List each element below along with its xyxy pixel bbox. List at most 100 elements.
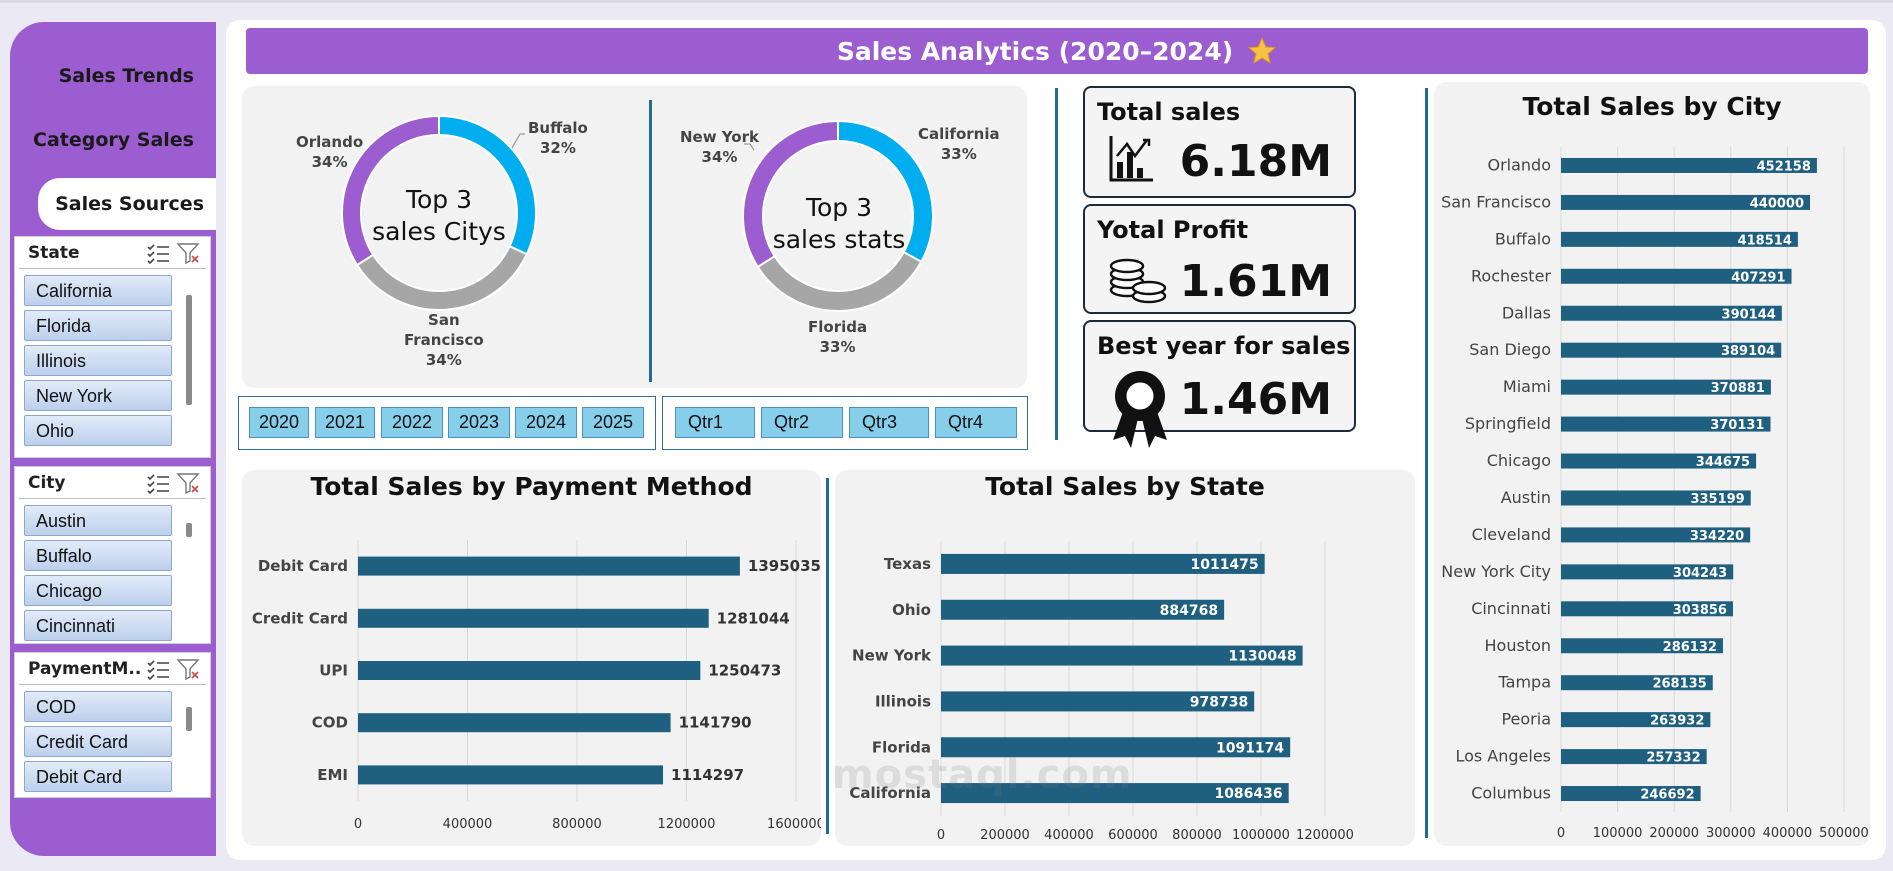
- slicer-item[interactable]: Chicago: [24, 575, 172, 606]
- clear-filter-icon[interactable]: [176, 658, 200, 680]
- slicer-item[interactable]: California: [24, 275, 172, 306]
- kpi-value: 1.61M: [1179, 256, 1332, 307]
- year-button-2023[interactable]: 2023: [448, 407, 510, 438]
- slicer-scrollbar[interactable]: [186, 701, 192, 791]
- x-tick-label: 500000: [1819, 826, 1869, 841]
- slicer-item[interactable]: Credit Card: [24, 726, 172, 757]
- state-slicer: State California Florida Illinois New Yo…: [14, 236, 211, 458]
- slicer-item[interactable]: Debit Card: [24, 761, 172, 792]
- x-tick-label: 0: [937, 828, 945, 843]
- data-label: 246692: [1640, 788, 1694, 803]
- bar[interactable]: [358, 556, 740, 576]
- leader-line: [749, 143, 755, 151]
- kpi-value: 6.18M: [1179, 136, 1332, 187]
- scroll-thumb[interactable]: [186, 295, 192, 405]
- bar[interactable]: [1561, 305, 1782, 321]
- bar[interactable]: [941, 737, 1291, 758]
- quarter-button-4[interactable]: Qtr4: [935, 407, 1017, 438]
- slicer-item[interactable]: Illinois: [24, 345, 172, 376]
- bar[interactable]: [1561, 601, 1733, 617]
- slicer-title: State: [28, 242, 80, 263]
- bar[interactable]: [941, 645, 1303, 666]
- data-label: 334220: [1690, 529, 1744, 544]
- slicer-item[interactable]: Ohio: [24, 415, 172, 446]
- kpi-total-profit: Yotal Profit 1.61M: [1083, 204, 1356, 314]
- nav-sales-trends[interactable]: Sales Trends: [58, 65, 194, 87]
- donut-slice[interactable]: [756, 250, 923, 312]
- bar[interactable]: [1561, 527, 1751, 543]
- bar[interactable]: [1561, 564, 1734, 580]
- x-tick-label: 400000: [443, 817, 493, 832]
- nav-sales-sources[interactable]: Sales Sources: [38, 178, 216, 230]
- bar[interactable]: [941, 691, 1255, 712]
- award-ribbon-icon: [1113, 371, 1167, 448]
- year-button-2022[interactable]: 2022: [381, 407, 443, 438]
- slicer-item[interactable]: New York: [24, 380, 172, 411]
- multi-select-icon[interactable]: [146, 242, 170, 264]
- bar[interactable]: [941, 783, 1289, 804]
- bar[interactable]: [1561, 712, 1711, 728]
- data-label: 263932: [1650, 714, 1704, 729]
- category-label: Credit Card: [252, 609, 348, 627]
- year-button-2025[interactable]: 2025: [582, 407, 644, 438]
- donut-slice[interactable]: [355, 244, 529, 311]
- bar[interactable]: [941, 553, 1265, 574]
- divider: [1425, 88, 1428, 838]
- scroll-thumb[interactable]: [186, 523, 192, 537]
- slicer-item[interactable]: Cincinnati: [24, 610, 172, 641]
- quarter-button-3[interactable]: Qtr3: [849, 407, 929, 438]
- x-tick-label: 1000000: [1232, 828, 1290, 843]
- bar[interactable]: [1561, 268, 1792, 284]
- category-label: Houston: [1485, 636, 1552, 655]
- bar[interactable]: [1561, 416, 1771, 432]
- clear-filter-icon[interactable]: [176, 472, 200, 494]
- bar[interactable]: [1561, 157, 1817, 173]
- slicer-item[interactable]: COD: [24, 691, 172, 722]
- data-label: 978738: [1190, 694, 1248, 710]
- donut-slice[interactable]: [742, 119, 840, 269]
- bar[interactable]: [358, 608, 709, 628]
- x-tick-label: 0: [354, 817, 362, 832]
- bar[interactable]: [1561, 749, 1707, 765]
- quarter-button-2[interactable]: Qtr2: [761, 407, 843, 438]
- quarter-button-1[interactable]: Qtr1: [675, 407, 755, 438]
- slicer-scrollbar[interactable]: [186, 295, 192, 425]
- data-label: 286132: [1663, 640, 1717, 655]
- data-label: 452158: [1757, 159, 1811, 174]
- donut-top-cities: [341, 114, 537, 311]
- bar[interactable]: [1561, 490, 1751, 506]
- bar[interactable]: [358, 765, 664, 785]
- x-tick-label: 400000: [1763, 826, 1813, 841]
- bar[interactable]: [1561, 379, 1771, 395]
- bar[interactable]: [358, 713, 671, 733]
- donut-slice[interactable]: [341, 114, 441, 267]
- bar[interactable]: [1561, 231, 1798, 247]
- year-button-2021[interactable]: 2021: [315, 407, 375, 438]
- bar[interactable]: [941, 599, 1225, 620]
- bar[interactable]: [358, 661, 701, 680]
- year-button-2020[interactable]: 2020: [249, 407, 309, 438]
- bar[interactable]: [1561, 453, 1757, 469]
- bar[interactable]: [1561, 194, 1811, 210]
- year-button-2024[interactable]: 2024: [515, 407, 577, 438]
- multi-select-icon[interactable]: [146, 472, 170, 494]
- data-label: 1011475: [1190, 557, 1258, 573]
- nav-category-sales[interactable]: Category Sales: [33, 129, 194, 151]
- slicer-scrollbar[interactable]: [186, 519, 192, 629]
- bar[interactable]: [1561, 786, 1701, 802]
- slicer-item[interactable]: Florida: [24, 310, 172, 341]
- category-label: Rochester: [1471, 266, 1551, 285]
- slicer-item[interactable]: Buffalo: [24, 540, 172, 571]
- kpi-title: Yotal Profit: [1097, 216, 1249, 244]
- data-label: 268135: [1652, 677, 1706, 692]
- bar[interactable]: [1561, 675, 1713, 691]
- multi-select-icon[interactable]: [146, 658, 170, 680]
- clear-filter-icon[interactable]: [176, 242, 200, 264]
- bar[interactable]: [1561, 342, 1782, 358]
- scroll-thumb[interactable]: [186, 707, 192, 731]
- x-tick-label: 800000: [552, 817, 602, 832]
- slicer-item[interactable]: Austin: [24, 505, 172, 536]
- bar[interactable]: [1561, 638, 1723, 654]
- category-label: Florida: [872, 738, 931, 756]
- divider: [649, 100, 652, 382]
